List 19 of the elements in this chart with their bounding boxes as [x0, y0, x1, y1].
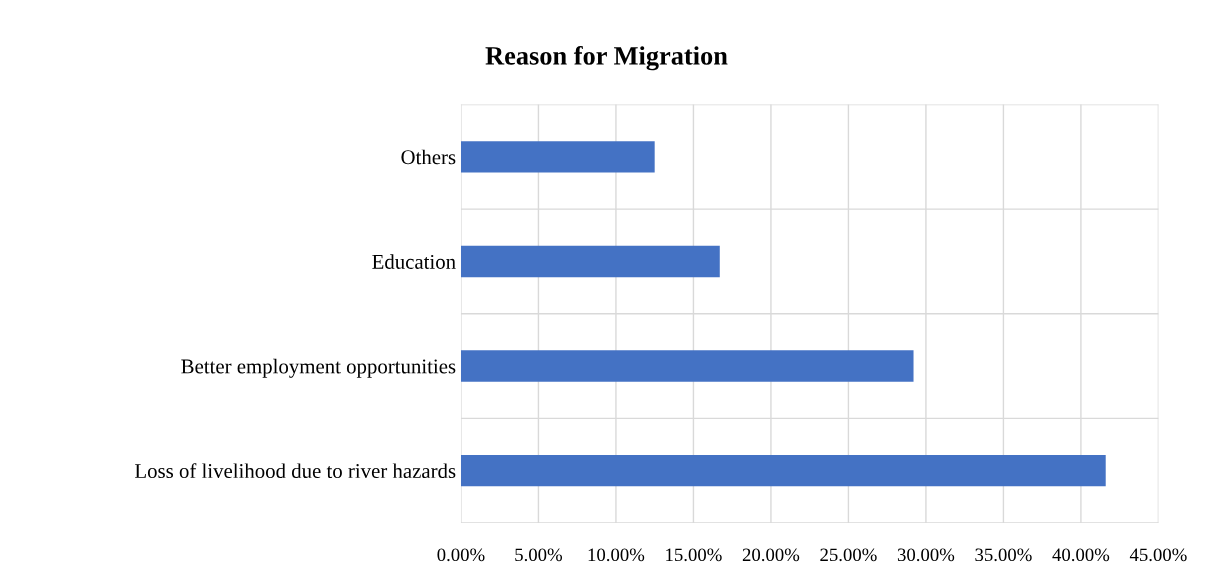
x-tick-label: 15.00%: [666, 548, 722, 562]
bar: [460, 350, 914, 382]
x-tick-label: 35.00%: [975, 548, 1032, 562]
chart-title: Reason for Migration: [485, 45, 728, 71]
x-tick-label: 5.00%: [515, 548, 563, 562]
x-tick-label: 25.00%: [820, 548, 877, 562]
x-tick-label: 0.00%: [437, 548, 485, 562]
y-tick-label: Others: [401, 149, 456, 165]
y-tick-label: Education: [372, 254, 456, 269]
x-tick-label: 45.00%: [1129, 548, 1187, 562]
bar: [460, 454, 1106, 487]
x-tick-label: 20.00%: [742, 548, 800, 562]
x-tick-label: 40.00%: [1052, 548, 1110, 562]
bar: [460, 245, 720, 278]
y-tick-label: Better employment opportunities: [181, 358, 456, 378]
x-tick-label: 30.00%: [897, 548, 955, 562]
x-tick-label: 10.00%: [588, 548, 645, 562]
y-tick-label: Loss of livelihood due to river hazards: [135, 463, 456, 479]
bar: [460, 141, 655, 173]
